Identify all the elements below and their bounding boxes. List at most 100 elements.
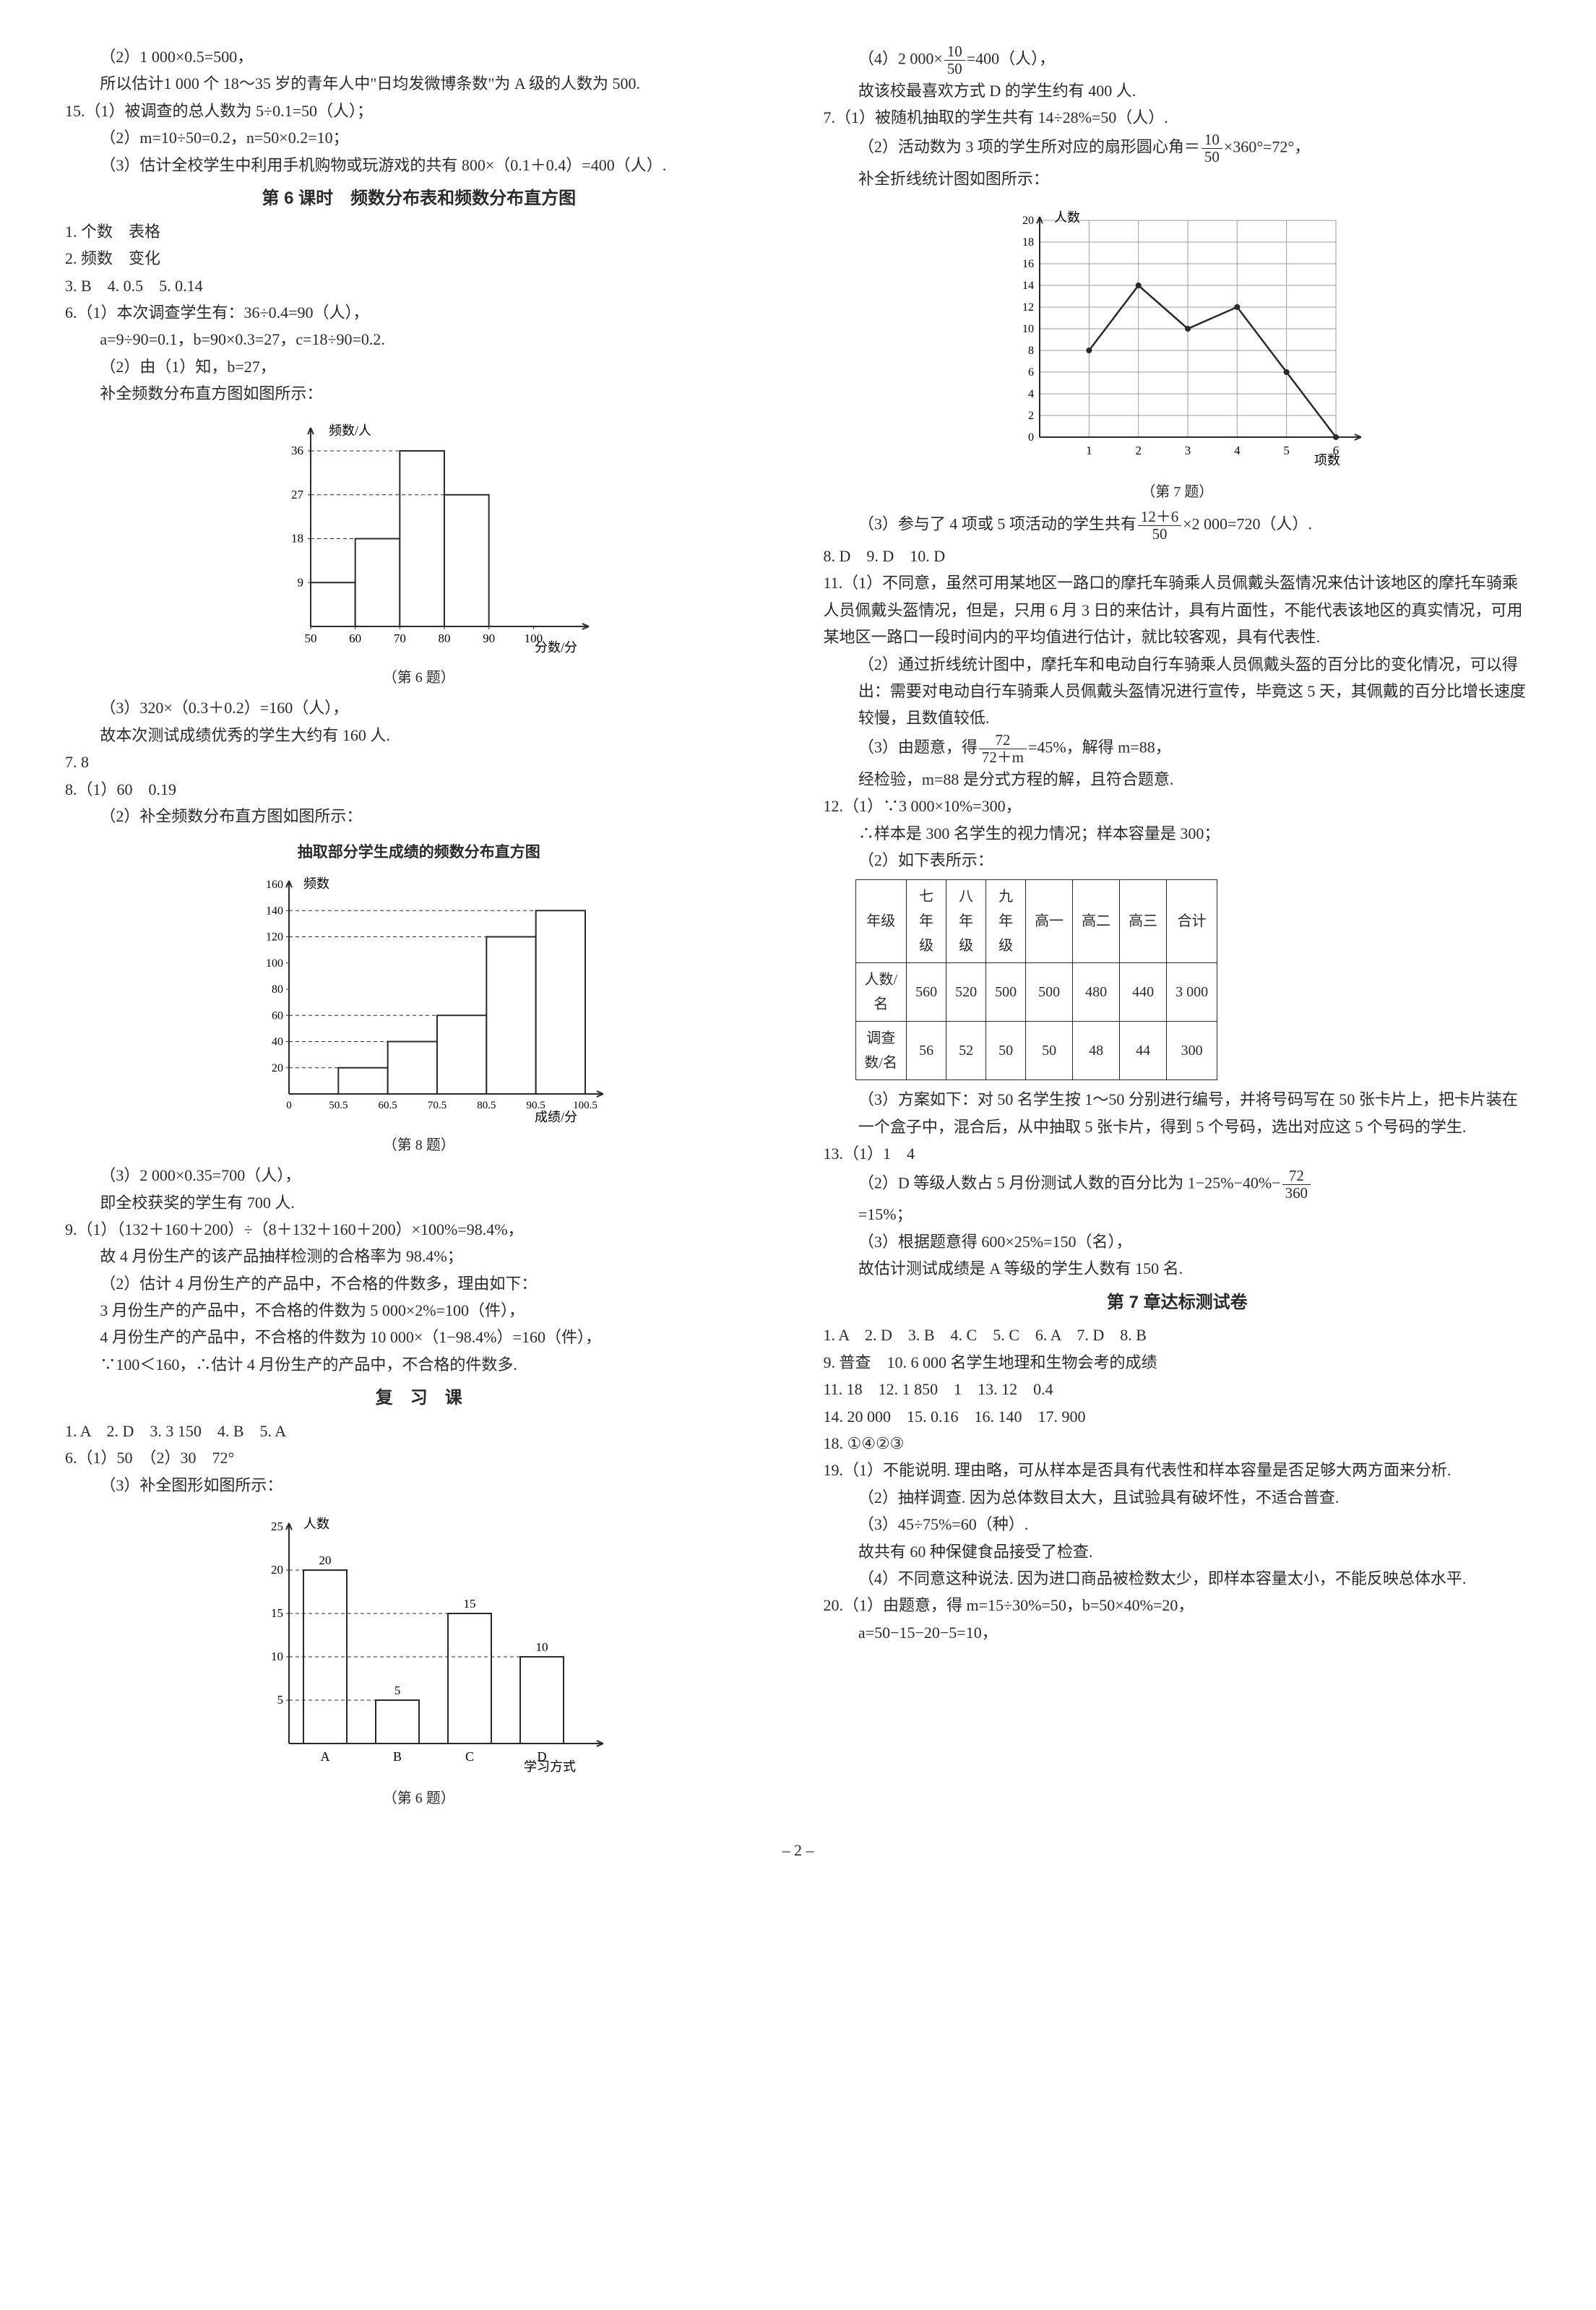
text-line: a=9÷90=0.1，b=90×0.3=27，c=18÷90=0.2. — [65, 326, 773, 353]
svg-text:16: 16 — [1022, 258, 1034, 270]
svg-text:0: 0 — [1028, 431, 1034, 444]
text-line: （2）m=10÷50=0.2，n=50×0.2=10； — [65, 124, 773, 151]
text-line: ∴样本是 300 名学生的视力情况；样本容量是 300； — [824, 820, 1532, 847]
text-line: （2）抽样调查. 因为总体数目太大，且试验具有破坏性，不适合普查. — [824, 1484, 1532, 1511]
text-line: 6.（1）50 （2）30 72° — [65, 1444, 773, 1471]
text-line: （2）估计 4 月份生产的产品中，不合格的件数多，理由如下： — [65, 1270, 773, 1297]
svg-text:5: 5 — [394, 1684, 401, 1697]
text-line: （4）不同意这种说法. 因为进口商品被检数太少，即样本容量太小，不能反映总体水平… — [824, 1565, 1532, 1592]
svg-text:20: 20 — [1022, 215, 1034, 227]
text-line: （3）由题意，得7272＋m=45%，解得 m=88， — [824, 732, 1532, 766]
svg-text:80: 80 — [272, 983, 283, 996]
figure-8-histogram: 抽取部分学生成绩的频数分布直方图 频数成绩/分20406080100120140… — [65, 840, 773, 1158]
text-line: 即全校获奖的学生有 700 人. — [65, 1189, 773, 1216]
text-line: 补全折线统计图如图所示： — [824, 165, 1532, 192]
text-line: 7.（1）被随机抽取的学生共有 14÷28%=50（人）. — [824, 104, 1532, 131]
svg-text:6: 6 — [1333, 444, 1340, 457]
text-line: =15%； — [824, 1201, 1532, 1228]
text-line: a=50−15−20−5=10， — [824, 1619, 1532, 1646]
svg-text:60.5: 60.5 — [378, 1100, 397, 1111]
right-column: （4）2 000×1050=400（人）， 故该校最喜欢方式 D 的学生约有 4… — [824, 43, 1532, 1815]
svg-text:27: 27 — [291, 488, 304, 501]
text-line: 13.（1）1 4 — [824, 1140, 1532, 1167]
text-line: 14. 20 000 15. 0.16 16. 140 17. 900 — [824, 1403, 1532, 1430]
svg-text:人数: 人数 — [303, 1517, 329, 1531]
svg-text:25: 25 — [271, 1520, 283, 1533]
text-line: 故估计测试成绩是 A 等级的学生人数有 150 名. — [824, 1255, 1532, 1282]
svg-text:14: 14 — [1022, 280, 1034, 292]
svg-text:0: 0 — [286, 1100, 292, 1111]
text-line: 1. A 2. D 3. B 4. C 5. C 6. A 7. D 8. B — [824, 1322, 1532, 1348]
svg-text:50: 50 — [304, 632, 316, 645]
svg-text:6: 6 — [1028, 366, 1034, 379]
text-line: （2）D 等级人数占 5 月份测试人数的百分比为 1−25%−40%−72360 — [824, 1168, 1532, 1202]
text-line: 7. 8 — [65, 749, 773, 775]
svg-text:学习方式: 学习方式 — [524, 1759, 576, 1774]
section-title: 第 6 课时 频数分布表和频数分布直方图 — [65, 184, 773, 214]
text-line: （2）由（1）知，b=27， — [65, 353, 773, 380]
text-line: 3 月份生产的产品中，不合格的件数为 5 000×2%=100（件）， — [65, 1297, 773, 1324]
svg-text:3: 3 — [1185, 444, 1191, 457]
svg-text:140: 140 — [266, 905, 283, 917]
svg-text:18: 18 — [291, 532, 303, 546]
text-line: （2）通过折线统计图中，摩托车和电动自行车骑乘人员佩戴头盔的百分比的变化情况，可… — [824, 651, 1532, 732]
text-line: （3）320×（0.3＋0.2）=160（人）， — [65, 694, 773, 721]
text-line: （3）2 000×0.35=700（人）， — [65, 1162, 773, 1189]
svg-text:10: 10 — [271, 1650, 283, 1663]
svg-text:频数/人: 频数/人 — [329, 423, 371, 438]
text-line: （3）方案如下：对 50 名学生按 1～50 分别进行编号，并将号码写在 50 … — [824, 1086, 1532, 1140]
svg-text:20: 20 — [271, 1563, 283, 1577]
section-title: 第 7 章达标测试卷 — [824, 1288, 1532, 1318]
svg-text:100.5: 100.5 — [573, 1100, 598, 1111]
svg-text:36: 36 — [291, 444, 303, 457]
text-line: 11.（1）不同意，虽然可用某地区一路口的摩托车骑乘人员佩戴头盔情况来估计该地区… — [824, 569, 1532, 650]
svg-text:40: 40 — [272, 1036, 283, 1048]
svg-text:15: 15 — [271, 1606, 283, 1620]
text-line: （4）2 000×1050=400（人）， — [824, 43, 1532, 77]
text-line: 15.（1）被调查的总人数为 5÷0.1=50（人）； — [65, 98, 773, 124]
figure-6-histogram: 频数/人分数/分91827365060708090100 （第 6 题） — [65, 417, 773, 690]
text-line: （2）活动数为 3 项的学生所对应的扇形圆心角＝1050×360°=72°， — [824, 132, 1532, 165]
svg-text:2: 2 — [1028, 410, 1034, 422]
text-line: （3）参与了 4 项或 5 项活动的学生共有12＋650×2 000=720（人… — [824, 509, 1532, 543]
figure-caption: （第 6 题） — [65, 1786, 773, 1811]
svg-text:成绩/分: 成绩/分 — [535, 1110, 577, 1124]
svg-text:120: 120 — [266, 931, 283, 944]
svg-text:60: 60 — [272, 1009, 283, 1022]
svg-text:80.5: 80.5 — [477, 1100, 496, 1111]
svg-text:90.5: 90.5 — [526, 1100, 545, 1111]
section-title: 复 习 课 — [65, 1384, 773, 1413]
text-line: 经检验，m=88 是分式方程的解，且符合题意. — [824, 766, 1532, 793]
text-line: 补全频数分布直方图如图所示： — [65, 380, 773, 407]
text-line: 9. 普查 10. 6 000 名学生地理和生物会考的成绩 — [824, 1349, 1532, 1376]
svg-text:5: 5 — [1284, 444, 1290, 457]
text-line: ∵100＜160，∴估计 4 月份生产的产品中，不合格的件数多. — [65, 1351, 773, 1378]
svg-text:人数: 人数 — [1054, 210, 1080, 225]
text-line: 2. 频数 变化 — [65, 245, 773, 272]
svg-text:90: 90 — [483, 632, 495, 645]
text-line: 20.（1）由题意，得 m=15÷30%=50，b=50×40%=20， — [824, 1592, 1532, 1619]
left-column: （2）1 000×0.5=500， 所以估计1 000 个 18～35 岁的青年… — [65, 43, 773, 1815]
text-line: 12.（1）∵3 000×10%=300， — [824, 793, 1532, 819]
svg-text:4: 4 — [1028, 388, 1034, 400]
text-line: 故本次测试成绩优秀的学生大约有 160 人. — [65, 722, 773, 749]
svg-text:12: 12 — [1022, 301, 1034, 314]
svg-text:5: 5 — [277, 1693, 283, 1707]
text-line: 6.（1）本次调查学生有：36÷0.4=90（人）， — [65, 299, 773, 326]
svg-text:80: 80 — [438, 632, 450, 645]
figure-title: 抽取部分学生成绩的频数分布直方图 — [65, 840, 773, 866]
text-line: 故 4 月份生产的该产品抽样检测的合格率为 98.4%； — [65, 1243, 773, 1270]
svg-text:4: 4 — [1234, 444, 1241, 457]
text-line: 9.（1）（132＋160＋200）÷（8＋132＋160＋200）×100%=… — [65, 1216, 773, 1243]
text-line: 1. 个数 表格 — [65, 218, 773, 245]
figure-caption: （第 6 题） — [65, 665, 773, 690]
text-line: 1. A 2. D 3. 3 150 4. B 5. A — [65, 1418, 773, 1444]
text-line: （2）补全频数分布直方图如图所示： — [65, 803, 773, 829]
text-line: 11. 18 12. 1 850 1 13. 12 0.4 — [824, 1376, 1532, 1402]
figure-6-review-bar: 人数学习方式510152025ABCD2051510 （第 6 题） — [65, 1509, 773, 1811]
text-line: （3）45÷75%=60（种）. — [824, 1511, 1532, 1538]
svg-text:10: 10 — [1022, 323, 1034, 335]
svg-text:70.5: 70.5 — [428, 1100, 447, 1111]
svg-text:B: B — [393, 1749, 402, 1764]
svg-text:70: 70 — [394, 632, 406, 645]
